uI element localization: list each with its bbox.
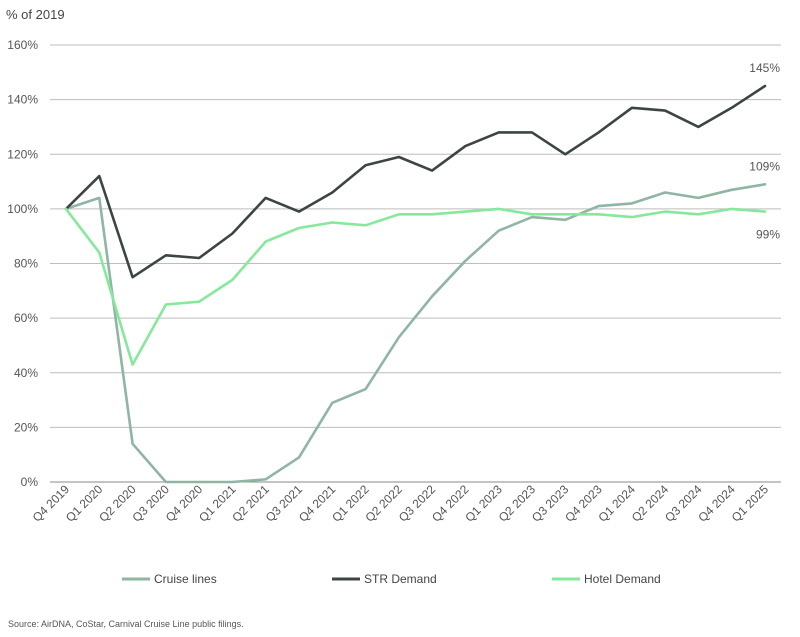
source-note: Source: AirDNA, CoStar, Carnival Cruise … bbox=[8, 619, 244, 629]
data-label: 99% bbox=[756, 228, 780, 242]
y-tick-label: 40% bbox=[14, 366, 38, 380]
gridlines bbox=[50, 44, 781, 483]
y-tick-label: 20% bbox=[14, 420, 38, 434]
series-line-hotel-demand bbox=[64, 207, 767, 366]
y-tick-label: 80% bbox=[14, 257, 38, 271]
y-tick-label: 0% bbox=[21, 475, 39, 489]
y-tick-label: 60% bbox=[14, 311, 38, 325]
legend: Cruise lines STR Demand Hotel Demand bbox=[122, 572, 661, 586]
x-tick-label: Q1 2025 bbox=[729, 482, 772, 525]
legend-label: STR Demand bbox=[364, 572, 437, 586]
series-lines bbox=[64, 84, 767, 484]
y-tick-label: 160% bbox=[7, 38, 38, 52]
y-axis-label: % of 2019 bbox=[6, 7, 65, 22]
y-tick-label: 120% bbox=[7, 147, 38, 161]
series-line-str-demand bbox=[64, 84, 767, 279]
data-label: 145% bbox=[749, 61, 780, 75]
y-tick-labels: 0% 20% 40% 60% 80% 100% 120% 140% 160% bbox=[7, 38, 38, 489]
legend-label: Hotel Demand bbox=[584, 572, 661, 586]
annotations: 145% 109% 99% bbox=[749, 61, 780, 242]
y-tick-label: 100% bbox=[7, 202, 38, 216]
data-label: 109% bbox=[749, 159, 780, 173]
y-tick-label: 140% bbox=[7, 93, 38, 107]
series-line-cruise-lines bbox=[64, 183, 767, 484]
legend-label: Cruise lines bbox=[154, 572, 217, 586]
